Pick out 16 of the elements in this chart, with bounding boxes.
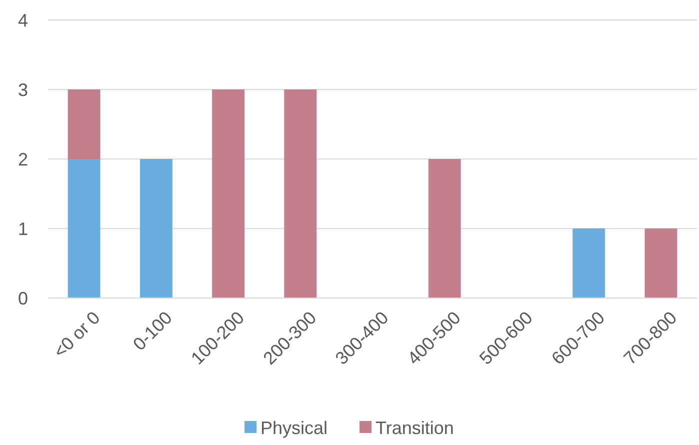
bar: [572, 228, 606, 298]
legend-label: Transition: [376, 418, 454, 438]
bar: [68, 90, 100, 159]
bar: [428, 159, 461, 298]
legend-label: Physical: [260, 418, 328, 438]
y-tick-label: 4: [18, 10, 28, 30]
y-tick-label: 0: [18, 288, 28, 308]
y-tick-label: 1: [18, 218, 28, 239]
bar: [284, 90, 317, 298]
x-tick-label: <0 or 0: [50, 308, 104, 362]
bar: [68, 159, 100, 298]
bar: [140, 159, 172, 298]
bar: [212, 90, 245, 298]
y-tick-label: 3: [18, 80, 28, 100]
y-tick-label: 2: [18, 149, 28, 170]
bar: [644, 228, 678, 298]
